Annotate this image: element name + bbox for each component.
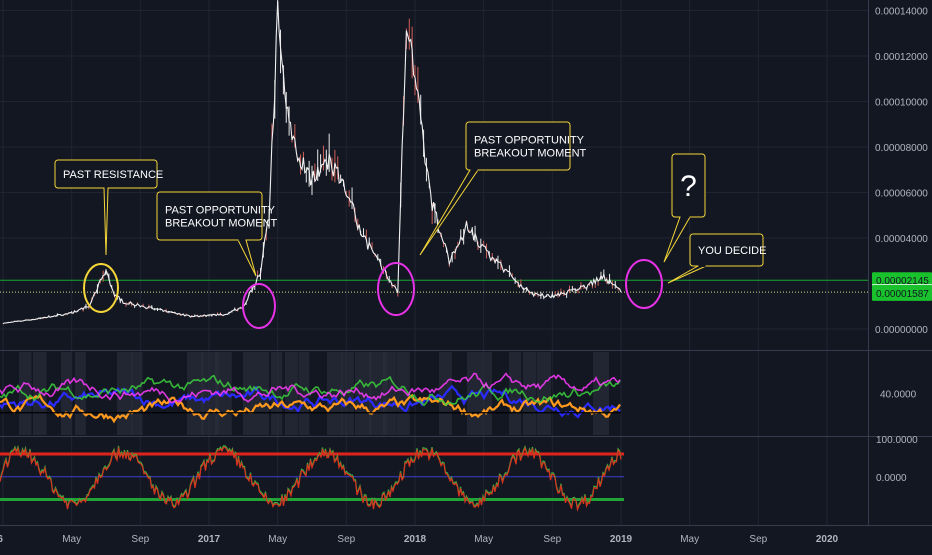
callout-box-2	[465, 121, 571, 171]
time-tick-label: May	[62, 534, 81, 545]
callout-text-2: PAST OPPORTUNITY BREAKOUT MOMENT	[474, 135, 587, 160]
oscillator-tick-label: 0.0000	[876, 473, 907, 484]
time-tick-label: Sep	[749, 534, 767, 545]
price-tick-label: 0.00000000	[875, 325, 928, 336]
callout-box-1	[156, 191, 263, 241]
time-tick-label: Sep	[337, 534, 355, 545]
price-tick-label: 0.00010000	[875, 98, 928, 109]
oscillator-tick-label: 100.0000	[876, 435, 918, 446]
price-tick-label: 0.00012000	[875, 52, 928, 63]
indicator-shade-band	[355, 352, 372, 435]
callout-text-4: YOU DECIDE	[698, 245, 766, 257]
price-badge-label: 0.00002145	[876, 276, 929, 287]
time-tick-label: 2017	[198, 534, 221, 545]
indicator-shade-band	[327, 352, 343, 435]
directional-indicator-plot	[0, 372, 621, 424]
price-tick-label: 0.00006000	[875, 189, 928, 200]
time-tick-label: 2019	[610, 534, 633, 545]
indicator-shade-band	[257, 352, 270, 435]
price-tick-label: 0.00004000	[875, 234, 928, 245]
indicator-shade-band	[271, 352, 283, 435]
indicator-shade-band	[75, 352, 86, 435]
price-badge-bg-2	[872, 284, 932, 301]
annotation-circle-1	[242, 283, 276, 329]
indicator-shade-band	[383, 352, 397, 435]
indicator-shade-band	[593, 352, 610, 435]
annotation-circle-2	[377, 262, 415, 316]
callout-text-line: PAST RESISTANCE	[63, 169, 163, 181]
oscillator-line-a	[0, 444, 622, 511]
callout-text-line: PAST OPPORTUNITY	[165, 205, 276, 217]
indicator-shade-band	[201, 352, 219, 435]
callout-question-text: ?	[680, 170, 697, 203]
time-tick-label: 2018	[404, 534, 427, 545]
horizontal-level-lines	[0, 279, 868, 293]
callout-text-0: PAST RESISTANCE	[63, 169, 163, 181]
price-plot	[2, 0, 622, 325]
annotation-circle-3	[625, 259, 663, 309]
callout-text-line: BREAKOUT MOMENT	[474, 148, 587, 160]
oscillator-line-b	[0, 446, 622, 512]
time-tick-label: 2020	[816, 534, 839, 545]
indicator-shade-band	[299, 352, 310, 435]
indicator-shade-band	[509, 352, 522, 435]
indicator-shade-band	[537, 352, 552, 435]
price-tick-label: 0.00014000	[875, 7, 928, 18]
callout-text-line: PAST OPPORTUNITY	[474, 135, 585, 147]
time-tick-label: Sep	[543, 534, 561, 545]
indicator-shade-band	[341, 352, 354, 435]
time-tick-label: 16	[0, 534, 3, 545]
indicator-tick-label: 40.0000	[880, 390, 917, 401]
time-tick-label: Sep	[131, 534, 149, 545]
indicator-shade-band	[369, 352, 387, 435]
time-tick-label: May	[268, 534, 287, 545]
indicator-shade-band	[285, 352, 299, 435]
callout-text-1: PAST OPPORTUNITY BREAKOUT MOMENT	[165, 205, 278, 230]
indicator-shade-band	[19, 352, 32, 435]
indicator-series-3	[0, 372, 621, 404]
time-tick-label: May	[474, 534, 493, 545]
price-tick-label: 0.00008000	[875, 143, 928, 154]
annotation-circle-0	[83, 263, 119, 313]
indicator-series-1	[0, 393, 621, 424]
oscillator-plot	[0, 444, 624, 512]
grid-lines	[0, 0, 868, 525]
callout-box-4	[689, 233, 764, 267]
price-series-line	[2, 1, 622, 325]
indicator-shade-band	[397, 352, 410, 435]
indicator-shade-band	[523, 352, 537, 435]
callout-text-line: BREAKOUT MOMENT	[165, 218, 278, 230]
price-badge-label: 0.00001587	[876, 289, 929, 300]
callout-text-line: YOU DECIDE	[698, 245, 766, 257]
time-tick-label: May	[680, 534, 699, 545]
